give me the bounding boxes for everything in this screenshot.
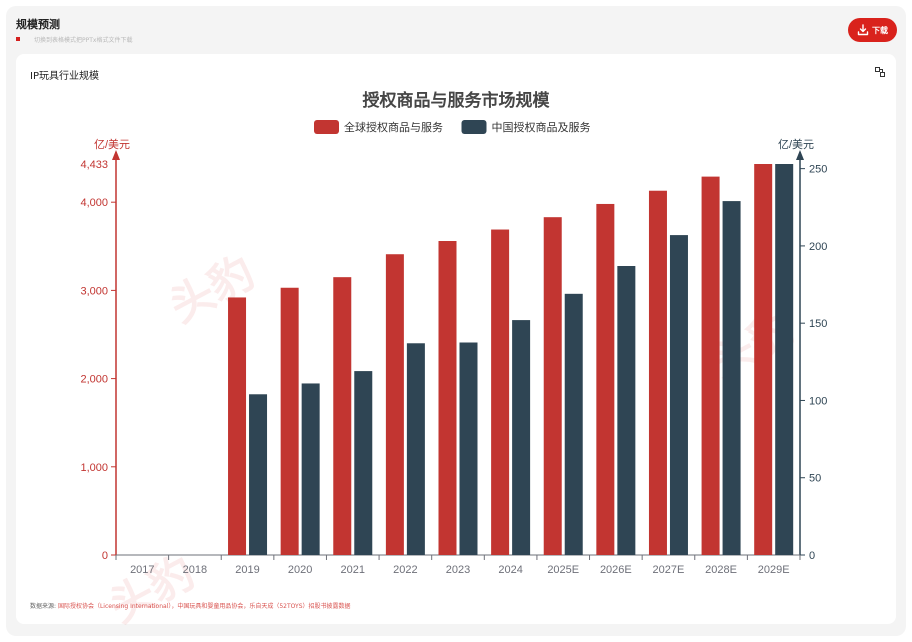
bar-china bbox=[249, 394, 268, 555]
download-button[interactable]: 下载 bbox=[848, 18, 897, 42]
y-left-tick-label: 1,000 bbox=[80, 462, 108, 474]
x-tick-label: 2018 bbox=[183, 564, 207, 576]
bar-china bbox=[775, 164, 794, 555]
y-right-tick-label: 250 bbox=[809, 164, 827, 176]
bar-global bbox=[648, 190, 667, 556]
bar-china bbox=[564, 293, 583, 555]
x-tick-label: 2020 bbox=[288, 564, 312, 576]
bar-global bbox=[543, 217, 562, 555]
download-icon bbox=[857, 24, 869, 36]
y-left-tick-label: 3,000 bbox=[80, 285, 108, 297]
expand-icon[interactable] bbox=[874, 66, 886, 78]
x-tick-label: 2028E bbox=[705, 564, 737, 576]
x-tick-label: 2021 bbox=[341, 564, 365, 576]
bar-global bbox=[333, 277, 352, 555]
download-label: 下载 bbox=[872, 25, 888, 35]
y-axis-left-arrow bbox=[112, 150, 120, 160]
x-tick-label: 2029E bbox=[758, 564, 790, 576]
bar-china bbox=[406, 343, 425, 555]
bar-global bbox=[754, 164, 773, 555]
legend-swatch bbox=[314, 120, 339, 134]
source-note: 数据来源: 国际授权协会（Licensing International），中国… bbox=[30, 601, 351, 610]
bar-global bbox=[701, 176, 720, 555]
page-subtitle: 切换到表格模式把PPTx格式文件下载 bbox=[34, 36, 133, 44]
y-right-tick-label: 100 bbox=[809, 395, 827, 407]
bar-china bbox=[722, 201, 741, 555]
x-tick-label: 2024 bbox=[498, 564, 522, 576]
y-left-tick-label: 4,000 bbox=[80, 197, 108, 209]
page-title: 规模预测 bbox=[16, 18, 60, 31]
bullet-marker bbox=[16, 37, 20, 41]
bar-global bbox=[596, 203, 615, 555]
bar-global bbox=[385, 254, 404, 555]
legend-swatch bbox=[461, 120, 487, 134]
bar-china bbox=[617, 266, 636, 555]
chart-card: IP玩具行业规模 头豹 头豹 头豹 授权商品与服务市场规模 全球授权商品与服务 中国… bbox=[16, 54, 896, 633]
y-right-tick-label: 0 bbox=[809, 550, 815, 562]
card-title: IP玩具行业规模 bbox=[30, 71, 99, 82]
y-left-tick-label: 2,000 bbox=[80, 374, 108, 386]
y-axis-left-label: 亿/美元 bbox=[94, 138, 130, 151]
bar-global bbox=[491, 229, 510, 555]
legend-label: 中国授权商品及服务 bbox=[492, 120, 591, 134]
x-tick-label: 2023 bbox=[446, 564, 470, 576]
bar-china bbox=[512, 320, 531, 555]
chart-title: 授权商品与服务市场规模 bbox=[363, 90, 551, 110]
y-right-tick-label: 150 bbox=[809, 318, 827, 330]
x-tick-label: 2019 bbox=[235, 564, 259, 576]
bar-global bbox=[228, 297, 247, 555]
x-tick-label: 2027E bbox=[653, 564, 685, 576]
y-right-tick-label: 50 bbox=[809, 473, 821, 485]
y-axis-right-label: 亿/美元 bbox=[778, 138, 814, 151]
x-tick-label: 2017 bbox=[130, 564, 154, 576]
bar-china bbox=[669, 235, 688, 555]
x-tick-label: 2026E bbox=[600, 564, 632, 576]
bar-global bbox=[280, 287, 299, 555]
x-tick-label: 2022 bbox=[393, 564, 417, 576]
x-tick-label: 2025E bbox=[547, 564, 579, 576]
y-axis-right-arrow bbox=[796, 150, 804, 160]
y-right-tick-label: 200 bbox=[809, 241, 827, 253]
source-text: 国际授权协会（Licensing International），中国玩具和婴童用… bbox=[57, 603, 351, 610]
subtitle-row: 切换到表格模式把PPTx格式文件下载 bbox=[16, 34, 132, 44]
source-label: 数据来源: bbox=[30, 603, 57, 610]
bar-china bbox=[354, 371, 373, 555]
y-left-tick-label: 0 bbox=[102, 550, 108, 562]
bar-china bbox=[301, 383, 320, 555]
bar-china bbox=[459, 342, 478, 555]
legend-label: 全球授权商品与服务 bbox=[344, 120, 443, 134]
bar-global bbox=[438, 241, 457, 555]
y-left-max-label: 4,433 bbox=[80, 159, 108, 171]
